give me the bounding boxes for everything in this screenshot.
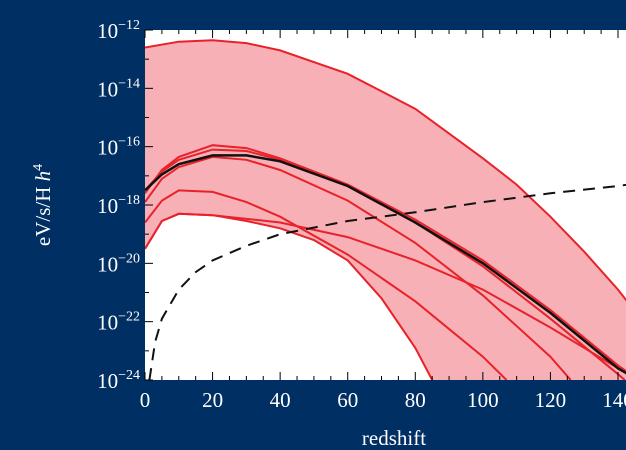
series-line-black-dashed (148, 183, 626, 380)
y-tick-label: 10−22 (97, 310, 140, 335)
y-tick-label: 10−24 (97, 368, 140, 393)
series-line-red-0 (145, 144, 626, 373)
series-line-red-3 (145, 189, 508, 380)
y-axis-label: eV/s/H h4 (31, 164, 55, 246)
y-axis-label-prefix: eV/s/H (31, 181, 55, 246)
x-axis-label: redshift (362, 426, 426, 450)
y-axis-label-var: h (31, 171, 55, 182)
y-tick-label: 10−14 (97, 76, 140, 101)
y-axis-label-sup: 4 (31, 164, 46, 171)
series-line-red-2 (145, 155, 572, 380)
y-tick-label: 10−16 (97, 135, 140, 160)
y-tick-label: 10−12 (97, 18, 140, 43)
y-tick-label: 10−20 (97, 251, 140, 276)
y-tick-label: 10−18 (97, 193, 140, 218)
x-tick-label: 20 (202, 388, 223, 412)
series-line-black (145, 154, 626, 375)
x-tick-label: 40 (270, 388, 291, 412)
x-tick-label: 140 (602, 388, 626, 412)
uncertainty-band (145, 40, 626, 380)
series-line-red-4 (145, 212, 626, 375)
x-tick-label: 120 (535, 388, 567, 412)
x-tick-label: 80 (405, 388, 426, 412)
x-tick-label: 0 (140, 388, 151, 412)
band-upper-edge (145, 39, 626, 302)
x-tick-label: 100 (467, 388, 499, 412)
x-tick-label: 60 (337, 388, 358, 412)
